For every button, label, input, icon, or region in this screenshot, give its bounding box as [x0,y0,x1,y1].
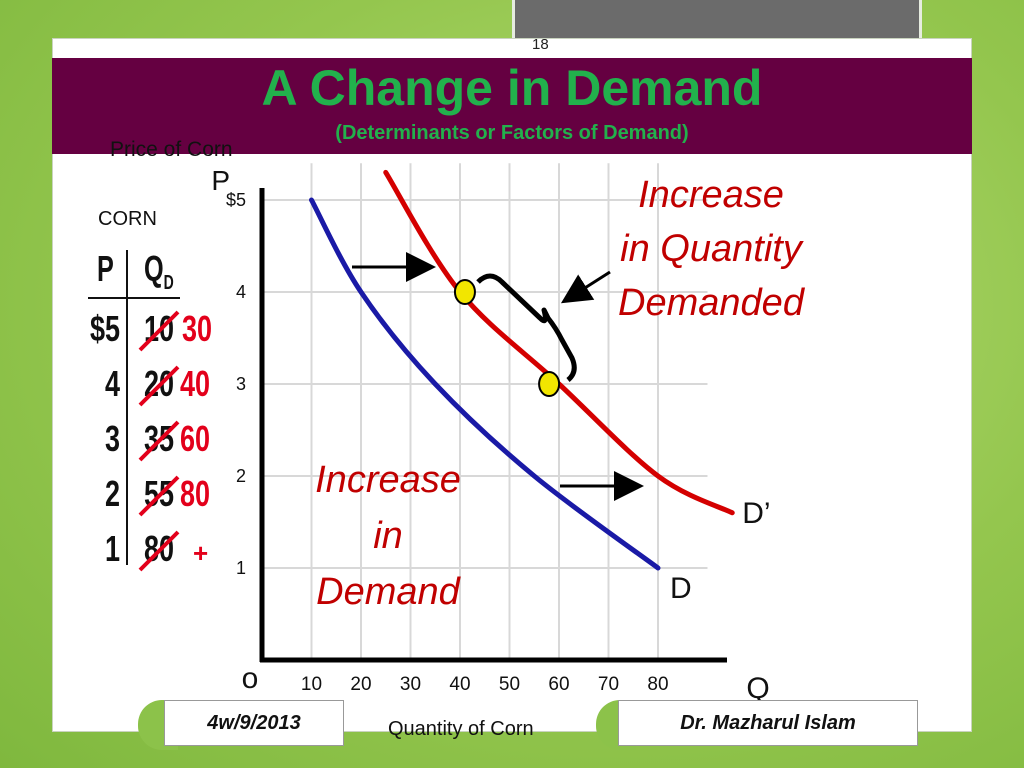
annotation-line: Demand [316,571,460,613]
table-header-q: QD [144,248,174,295]
footer-date: 4w/9/2013 [164,700,344,746]
page-subtitle: (Determinants or Factors of Demand) [335,122,689,144]
strike-mark [138,475,180,517]
x-tick-label: 80 [647,674,668,695]
strike-mark [138,530,180,572]
strike-mark [138,365,180,407]
page-title: A Change in Demand [261,60,763,116]
annotation-line: in [373,515,403,557]
annotation-increase-qd: Increase in Quantity Demanded [586,168,836,330]
annotation-line: Increase [315,459,461,501]
x-tick-label: 60 [548,674,569,695]
annotation-line: Increase [638,174,784,216]
y-tick-label: $5 [226,190,246,210]
x-tick-label: 30 [400,674,421,695]
table-price: 3 [104,418,120,459]
x-tick-label: 20 [350,674,371,695]
strike-marks [138,310,180,572]
table-price: 2 [104,473,120,514]
series-label: D’ [742,497,770,530]
series-label: D [670,572,692,605]
y-tick-label: 1 [236,558,246,578]
table-header-p: P [97,248,114,289]
table-price: $5 [89,308,120,349]
x-tick-label: 70 [598,674,619,695]
demand-curve-d [309,197,661,571]
highlight-point [453,279,476,305]
y-tick-label: 2 [236,466,246,486]
brace-arrow [560,270,611,304]
table-price: 1 [104,528,120,569]
annotation-line: Demanded [618,282,804,324]
origin-label: o [242,662,259,695]
y-axis-title: Price of Corn [110,138,233,161]
x-tick-label: 10 [301,674,322,695]
table-header-q-sub: D [163,272,174,295]
table-divider-h [88,297,180,299]
x-tick-label: 50 [499,674,520,695]
y-tick-label: 3 [236,374,246,394]
chart-labels: 10 20 30 40 50 60 70 80 $5 4 3 2 1 P Qo D D’ [211,165,770,705]
annotation-line: in Quantity [620,228,802,270]
brace [476,273,577,382]
strike-mark [138,420,180,462]
chart-axes [259,188,727,663]
table-qty-new: 40 [180,363,211,404]
x-tick-label: 40 [449,674,470,695]
table-qty-new: 30 [182,308,213,349]
table-label: CORN [98,208,157,230]
table-divider-v [126,250,128,565]
footer-author: Dr. Mazharul Islam [618,700,918,746]
strike-mark [138,310,180,352]
y-axis-letter: P [211,165,230,196]
slide-number: 18 [532,36,549,53]
x-axis-title: Quantity of Corn [388,718,534,740]
title-band [52,58,972,154]
x-axis-letter: Q [746,672,769,705]
y-tick-label: 4 [236,282,246,302]
table-qty-new: 60 [180,418,211,459]
annotation-increase-demand: Increase in Demand [290,452,486,620]
highlight-point [538,371,561,397]
table-header-q-text: Q [144,248,164,289]
table-qty-new-plus: + [193,538,209,568]
table-qty-new: 80 [180,473,211,514]
table-price: 4 [104,363,120,404]
